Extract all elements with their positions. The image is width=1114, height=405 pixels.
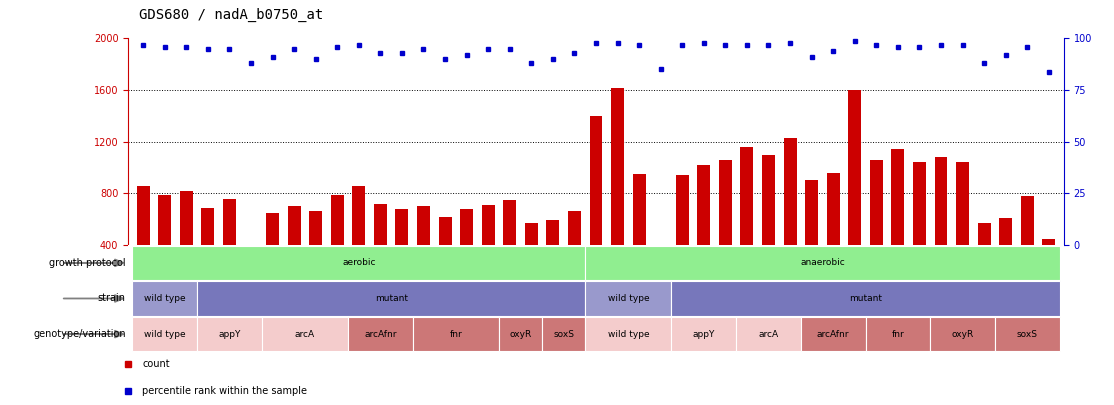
Bar — [866, 317, 930, 351]
Bar — [585, 317, 672, 351]
Bar — [179, 191, 193, 296]
Text: growth protocol: growth protocol — [49, 258, 126, 268]
Text: wild type: wild type — [607, 294, 649, 303]
Bar — [525, 223, 538, 296]
Bar — [801, 317, 866, 351]
Bar — [374, 204, 387, 296]
Bar — [762, 155, 775, 296]
Text: anaerobic: anaerobic — [800, 258, 844, 267]
Bar — [827, 173, 840, 296]
Bar — [133, 317, 197, 351]
Bar — [310, 211, 322, 296]
Text: soxS: soxS — [1017, 330, 1038, 339]
Bar — [736, 317, 801, 351]
Bar — [585, 281, 672, 315]
Text: appY: appY — [218, 330, 241, 339]
Text: aerobic: aerobic — [342, 258, 375, 267]
Text: mutant: mutant — [374, 294, 408, 303]
Bar — [266, 213, 278, 296]
Bar — [676, 175, 688, 296]
Bar — [978, 223, 990, 296]
Text: strain: strain — [98, 294, 126, 303]
Bar — [197, 317, 262, 351]
Bar — [870, 160, 882, 296]
Text: arcA: arcA — [295, 330, 315, 339]
Text: fnr: fnr — [449, 330, 462, 339]
Bar — [543, 317, 585, 351]
Text: wild type: wild type — [144, 294, 186, 303]
Bar — [331, 195, 344, 296]
Bar — [1020, 196, 1034, 296]
Bar — [995, 317, 1059, 351]
Bar — [460, 209, 473, 296]
Text: mutant: mutant — [849, 294, 882, 303]
Bar — [158, 195, 172, 296]
Text: arcAfnr: arcAfnr — [364, 330, 397, 339]
Bar — [412, 317, 499, 351]
Bar — [633, 174, 646, 296]
Text: GDS680 / nadA_b0750_at: GDS680 / nadA_b0750_at — [139, 8, 323, 22]
Bar — [504, 200, 516, 296]
Text: oxyR: oxyR — [951, 330, 974, 339]
Bar — [913, 162, 926, 296]
Bar — [848, 90, 861, 296]
Text: genotype/variation: genotype/variation — [33, 329, 126, 339]
Bar — [197, 281, 585, 315]
Text: percentile rank within the sample: percentile rank within the sample — [143, 386, 307, 396]
Bar — [654, 286, 667, 296]
Bar — [223, 198, 236, 296]
Bar — [672, 281, 1059, 315]
Bar — [891, 149, 905, 296]
Bar — [568, 211, 580, 296]
Text: fnr: fnr — [891, 330, 905, 339]
Bar — [805, 181, 818, 296]
Bar — [352, 186, 365, 296]
Bar — [133, 281, 197, 315]
Bar — [783, 138, 797, 296]
Bar — [137, 185, 149, 296]
Text: soxS: soxS — [554, 330, 574, 339]
Bar — [417, 206, 430, 296]
Bar — [481, 205, 495, 296]
Bar — [612, 87, 624, 296]
Bar — [697, 165, 711, 296]
Bar — [499, 317, 543, 351]
Text: wild type: wild type — [144, 330, 186, 339]
Bar — [741, 147, 753, 296]
Bar — [719, 160, 732, 296]
Bar — [395, 209, 409, 296]
Text: oxyR: oxyR — [509, 330, 531, 339]
Bar — [133, 246, 585, 280]
Bar — [348, 317, 412, 351]
Text: arcAfnr: arcAfnr — [817, 330, 849, 339]
Bar — [287, 206, 301, 296]
Bar — [999, 218, 1013, 296]
Bar — [930, 317, 995, 351]
Bar — [585, 246, 1059, 280]
Text: count: count — [143, 359, 169, 369]
Bar — [245, 246, 257, 296]
Bar — [262, 317, 348, 351]
Bar — [1043, 239, 1055, 296]
Bar — [672, 317, 736, 351]
Text: arcA: arcA — [759, 330, 779, 339]
Bar — [935, 157, 947, 296]
Text: wild type: wild type — [607, 330, 649, 339]
Bar — [589, 116, 603, 296]
Bar — [439, 217, 451, 296]
Bar — [546, 220, 559, 296]
Bar — [202, 208, 214, 296]
Text: appY: appY — [693, 330, 715, 339]
Bar — [956, 162, 969, 296]
